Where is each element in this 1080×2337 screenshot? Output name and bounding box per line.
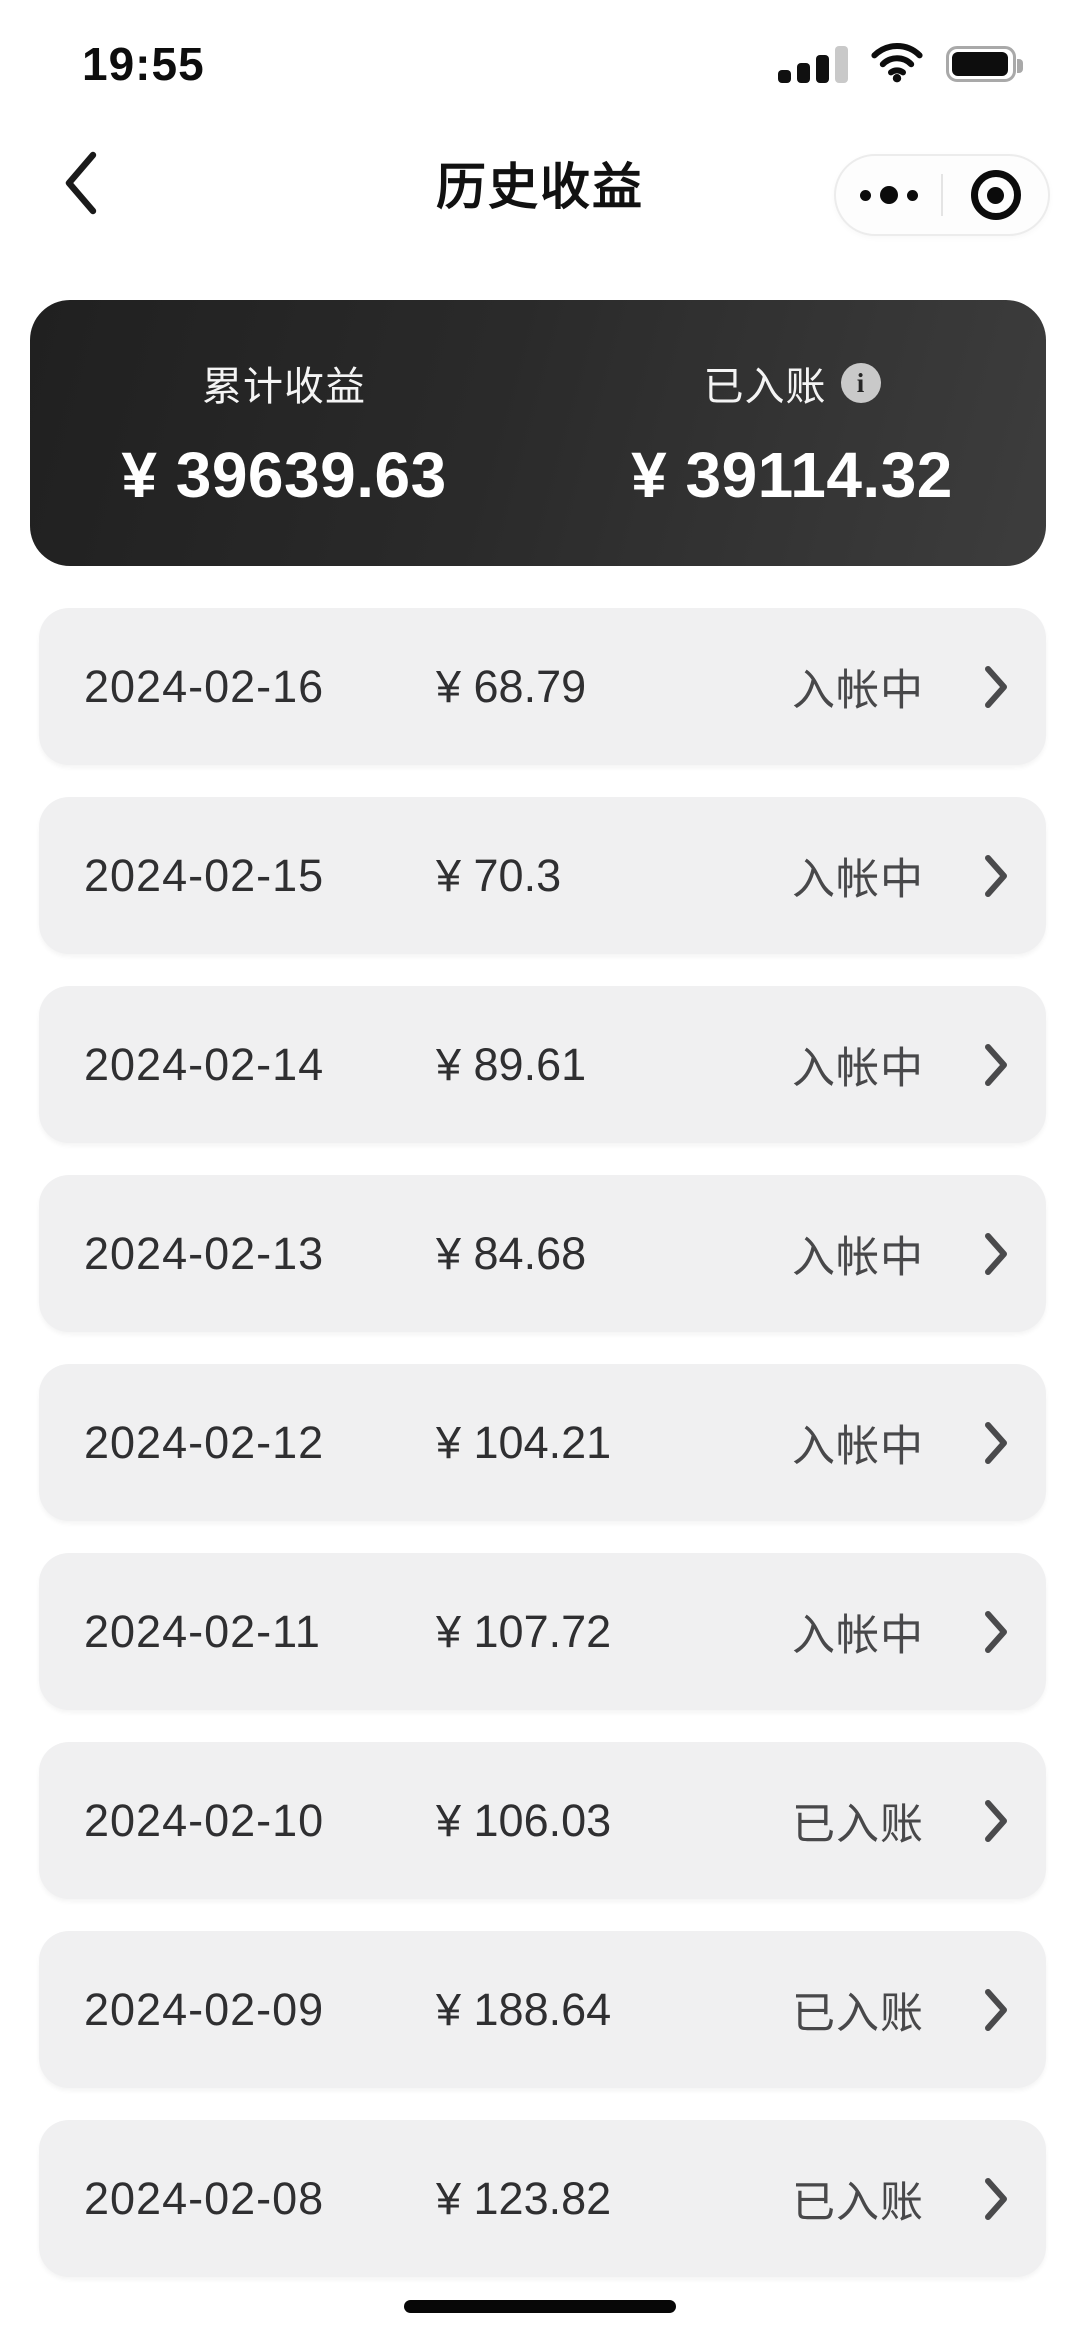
- chevron-right-icon: [976, 2176, 1016, 2222]
- earnings-row[interactable]: 2024-02-14 ¥ 89.61 入帐中: [39, 986, 1046, 1143]
- row-date: 2024-02-08: [84, 2172, 325, 2224]
- chevron-right-icon: [976, 853, 1016, 899]
- earnings-row[interactable]: 2024-02-16 ¥ 68.79 入帐中: [39, 608, 1046, 765]
- row-amount: ¥ 89.61: [436, 1038, 587, 1090]
- summary-card: 累计收益 ¥ 39639.63 已入账 i ¥ 39114.32: [30, 300, 1046, 566]
- row-amount: ¥ 123.82: [436, 2172, 612, 2224]
- circle-dot-icon: [970, 170, 1021, 220]
- chevron-right-icon: [976, 1987, 1016, 2033]
- earnings-row[interactable]: 2024-02-10 ¥ 106.03 已入账: [39, 1742, 1046, 1899]
- row-status: 入帐中: [792, 1233, 924, 1282]
- more-button[interactable]: [836, 156, 941, 234]
- row-date: 2024-02-13: [84, 1227, 325, 1279]
- cellular-signal-icon: [778, 45, 848, 83]
- home-indicator[interactable]: [404, 2300, 676, 2313]
- capsule-divider: [941, 174, 943, 216]
- earnings-row[interactable]: 2024-02-09 ¥ 188.64 已入账: [39, 1931, 1046, 2088]
- cumulative-earnings-label: 累计收益: [202, 365, 366, 409]
- status-icons: [778, 41, 1023, 88]
- chevron-right-icon: [976, 1231, 1016, 1277]
- row-status: 已入账: [792, 1989, 924, 2038]
- credited-earnings-block: 已入账 i ¥ 39114.32: [538, 300, 1046, 566]
- row-amount: ¥ 84.68: [436, 1227, 587, 1279]
- row-status: 入帐中: [792, 855, 924, 904]
- chevron-right-icon: [976, 1420, 1016, 1466]
- cumulative-earnings-value: ¥ 39639.63: [121, 439, 447, 511]
- row-amount: ¥ 70.3: [436, 849, 562, 901]
- status-time: 19:55: [82, 38, 205, 90]
- row-amount: ¥ 104.21: [436, 1416, 612, 1468]
- row-status: 入帐中: [792, 1044, 924, 1093]
- chevron-right-icon: [976, 1609, 1016, 1655]
- chevron-right-icon: [976, 664, 1016, 710]
- earnings-row[interactable]: 2024-02-15 ¥ 70.3 入帐中: [39, 797, 1046, 954]
- row-amount: ¥ 68.79: [436, 660, 587, 712]
- row-amount: ¥ 188.64: [436, 1983, 612, 2035]
- earnings-row[interactable]: 2024-02-13 ¥ 84.68 入帐中: [39, 1175, 1046, 1332]
- miniprogram-capsule: [834, 154, 1050, 236]
- wifi-icon: [870, 41, 924, 88]
- battery-icon: [946, 46, 1023, 82]
- earnings-row[interactable]: 2024-02-08 ¥ 123.82 已入账: [39, 2120, 1046, 2277]
- earnings-row[interactable]: 2024-02-11 ¥ 107.72 入帐中: [39, 1553, 1046, 1710]
- page-title: 历史收益: [436, 159, 644, 215]
- row-date: 2024-02-15: [84, 849, 325, 901]
- chevron-left-icon: [59, 149, 101, 220]
- row-amount: ¥ 106.03: [436, 1794, 612, 1846]
- three-dots-icon: [859, 186, 918, 204]
- row-date: 2024-02-09: [84, 1983, 325, 2035]
- row-date: 2024-02-14: [84, 1038, 325, 1090]
- earnings-list: 2024-02-16 ¥ 68.79 入帐中 2024-02-15 ¥ 70.3…: [39, 608, 1046, 2277]
- row-status: 已入账: [792, 2178, 924, 2227]
- info-icon[interactable]: i: [840, 363, 881, 403]
- cumulative-earnings-block: 累计收益 ¥ 39639.63: [30, 300, 538, 566]
- row-status: 已入账: [792, 1800, 924, 1849]
- row-date: 2024-02-12: [84, 1416, 325, 1468]
- exit-button[interactable]: [943, 156, 1048, 234]
- row-status: 入帐中: [792, 1611, 924, 1660]
- back-button[interactable]: [42, 146, 118, 222]
- row-date: 2024-02-16: [84, 660, 325, 712]
- credited-earnings-value: ¥ 39114.32: [631, 439, 953, 511]
- row-date: 2024-02-11: [84, 1605, 321, 1657]
- chevron-right-icon: [976, 1798, 1016, 1844]
- status-bar: 19:55: [0, 18, 1080, 110]
- row-amount: ¥ 107.72: [436, 1605, 612, 1657]
- earnings-row[interactable]: 2024-02-12 ¥ 104.21 入帐中: [39, 1364, 1046, 1521]
- credited-earnings-label: 已入账: [703, 365, 827, 409]
- row-status: 入帐中: [792, 1422, 924, 1471]
- row-date: 2024-02-10: [84, 1794, 325, 1846]
- nav-bar: 历史收益: [0, 118, 1080, 248]
- row-status: 入帐中: [792, 666, 924, 715]
- chevron-right-icon: [976, 1042, 1016, 1088]
